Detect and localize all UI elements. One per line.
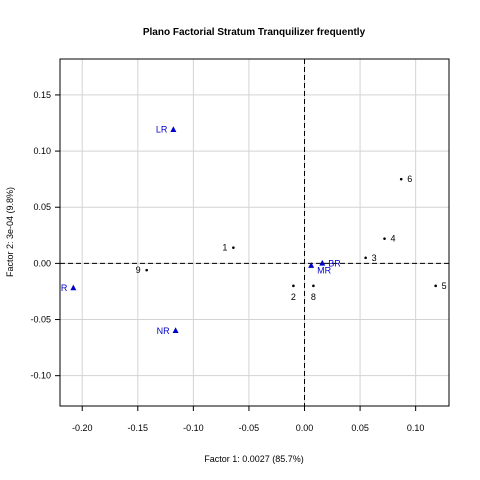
row-point-marker — [145, 268, 148, 272]
y-tick-label: 0.10 — [33, 146, 51, 156]
point-label: 9 — [136, 265, 141, 275]
y-axis-label: Factor 2: 3e-04 (9.8%) — [5, 187, 15, 277]
x-axis-label: Factor 1: 0.0027 (85.7%) — [204, 454, 304, 464]
column-point-marker — [319, 259, 326, 266]
point-label: 8 — [311, 292, 316, 302]
y-axis: -0.10 -0.05 0.00 0.05 0.10 0.15 — [30, 90, 60, 381]
row-point-marker — [364, 256, 367, 260]
y-tick-label: 0.00 — [33, 258, 51, 268]
x-tick-label: 0.10 — [407, 423, 425, 433]
column-point-marker — [170, 126, 177, 132]
point-label: LR — [156, 125, 168, 135]
chart-title: Plano Factorial Stratum Tranquilizer fre… — [143, 27, 366, 38]
column-point-marker — [308, 262, 315, 268]
point-label: 5 — [442, 281, 447, 291]
point-label: MR — [317, 266, 331, 276]
point-label: 6 — [407, 174, 412, 184]
x-tick-label: -0.15 — [128, 423, 149, 433]
column-point-marker — [172, 327, 179, 333]
y-tick-label: -0.10 — [30, 371, 51, 381]
row-point-marker — [383, 237, 386, 240]
point-label: 1 — [222, 243, 227, 253]
point-label: R — [61, 283, 68, 293]
x-tick-label: -0.05 — [239, 423, 260, 433]
point-label: 4 — [391, 234, 396, 244]
x-tick-label: 0.00 — [296, 423, 314, 433]
point-label: 2 — [291, 292, 296, 302]
row-point-marker — [292, 284, 295, 288]
column-point-marker — [70, 284, 77, 291]
point-label: 3 — [372, 253, 377, 263]
row-point-marker — [232, 246, 235, 249]
grid — [60, 59, 449, 406]
x-tick-label: 0.05 — [351, 423, 369, 433]
y-tick-label: -0.05 — [30, 315, 51, 325]
row-point-marker — [399, 177, 403, 181]
x-tick-label: -0.10 — [183, 423, 204, 433]
x-axis: -0.20 -0.15 -0.10 -0.05 0.00 0.05 0.10 — [72, 406, 424, 433]
point-label: NR — [157, 326, 170, 336]
row-point-marker — [434, 284, 437, 288]
plot-frame — [59, 58, 450, 407]
reference-lines — [60, 59, 449, 406]
row-point-marker — [312, 284, 315, 288]
y-tick-label: 0.15 — [33, 90, 51, 100]
y-tick-label: 0.05 — [33, 202, 51, 212]
point-label: BR — [328, 258, 341, 268]
x-tick-label: -0.20 — [72, 423, 93, 433]
